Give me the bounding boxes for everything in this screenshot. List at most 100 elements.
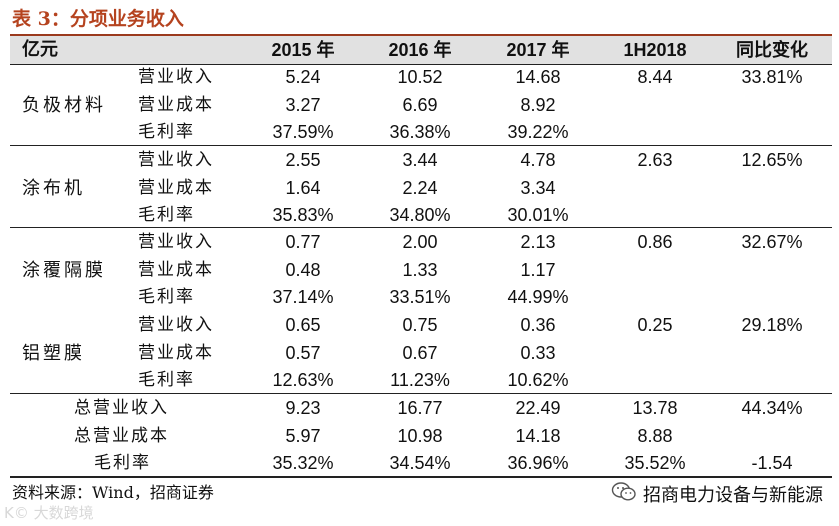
metric-label: 营业成本: [138, 94, 214, 115]
table-cell: [714, 257, 830, 284]
table-cell: 8.88: [637, 425, 673, 446]
table-cell: 33.51%: [389, 287, 451, 307]
table-cell: [600, 202, 710, 229]
table-cell: 37.59%: [272, 122, 334, 142]
table-cell: 22.49: [515, 398, 561, 418]
metric-label: 毛利率: [138, 370, 195, 390]
table-header-band: [10, 36, 832, 65]
table-cell: 36.38%: [389, 122, 451, 142]
table-cell: 0.48: [285, 259, 321, 280]
table-cell: 0.57: [285, 342, 321, 363]
wechat-icon: [611, 481, 637, 511]
table-cell: [600, 92, 710, 119]
table-cell: 12.63%: [272, 370, 334, 390]
table-bottom-rule: [10, 476, 832, 478]
table-cell: 3.34: [520, 177, 556, 198]
total-label: 总营业成本: [74, 425, 169, 446]
table-cell: [714, 284, 830, 311]
table-cell: 10.98: [397, 425, 443, 446]
table-cell: 39.22%: [507, 122, 569, 142]
table-cell: 8.92: [520, 94, 556, 115]
table-cell: 2.13: [520, 232, 556, 252]
table-cell: [600, 367, 710, 394]
group-divider: [10, 145, 832, 146]
table-cell: [600, 119, 710, 146]
metric-label: 毛利率: [138, 122, 195, 142]
table-cell: 35.83%: [272, 205, 334, 225]
brand-text: 招商电力设备与新能源: [643, 485, 823, 506]
metric-label: 营业收入: [138, 232, 214, 252]
table-cell: 0.33: [520, 342, 556, 363]
table-cell: 2.24: [402, 177, 438, 198]
watermark: K© 大数跨境: [4, 504, 94, 522]
table-cell: 1.64: [285, 177, 321, 198]
table-cell: 35.52%: [624, 453, 686, 473]
table-cell: 0.77: [285, 232, 321, 252]
source-note: 资料来源：Wind，招商证券: [12, 483, 214, 502]
table-cell: 33.81%: [741, 67, 803, 87]
table-cell: 35.32%: [272, 453, 334, 473]
table-cell: [714, 367, 830, 394]
table-cell: 13.78: [632, 398, 678, 418]
table-cell: [600, 175, 710, 202]
table-cell: [714, 340, 830, 367]
metric-label: 毛利率: [138, 205, 195, 225]
header-2017: 2017 年: [506, 40, 570, 60]
table-title: 表 3：分项业务收入: [12, 8, 184, 30]
table-cell: [714, 423, 830, 450]
header-2016: 2016 年: [388, 40, 452, 60]
table-cell: 34.54%: [389, 453, 451, 473]
group-divider: [10, 227, 832, 228]
total-label: 毛利率: [94, 453, 151, 473]
group-name: 铝塑膜: [22, 342, 85, 364]
table-cell: 2.00: [402, 232, 438, 252]
table-cell: 12.65%: [741, 150, 803, 170]
table-cell: 10.62%: [507, 370, 569, 390]
group-name: 涂覆隔膜: [22, 259, 106, 281]
total-label: 总营业收入: [74, 398, 169, 418]
table-cell: 5.24: [285, 67, 321, 87]
table-cell: 0.86: [637, 232, 673, 252]
table-cell: [714, 92, 830, 119]
table-cell: 14.18: [515, 425, 561, 446]
header-unit: 亿元: [22, 39, 58, 60]
metric-label: 营业成本: [138, 177, 214, 198]
table-cell: [714, 202, 830, 229]
table-cell: 14.68: [515, 67, 561, 87]
table-cell: 11.23%: [390, 370, 450, 390]
table-cell: [714, 119, 830, 146]
group-name: 负极材料: [22, 94, 106, 116]
table-cell: 0.67: [402, 342, 438, 363]
table-cell: 44.34%: [741, 398, 803, 418]
table-cell: 0.36: [520, 315, 556, 335]
metric-label: 营业收入: [138, 150, 214, 170]
table-cell: 8.44: [637, 67, 673, 87]
header-1h2018: 1H2018: [623, 40, 687, 60]
table-cell: [714, 175, 830, 202]
table-cell: 32.67%: [741, 232, 803, 252]
table-cell: 0.65: [285, 315, 321, 335]
table-cell: 44.99%: [507, 287, 569, 307]
table-cell: -1.54: [751, 453, 793, 473]
table-cell: 4.78: [520, 150, 556, 170]
table-cell: 3.27: [285, 94, 321, 115]
group-divider: [10, 393, 832, 394]
table-cell: 36.96%: [507, 453, 569, 473]
table-cell: 3.44: [402, 150, 438, 170]
metric-label: 毛利率: [138, 287, 195, 307]
table-cell: [600, 340, 710, 367]
table-cell: [600, 284, 710, 311]
metric-label: 营业成本: [138, 259, 214, 280]
title-rule: [10, 34, 832, 36]
header-2015: 2015 年: [271, 40, 335, 60]
table-cell: 1.33: [402, 259, 438, 280]
table-cell: 2.63: [637, 150, 673, 170]
table-cell: 9.23: [285, 398, 321, 418]
header-yoy: 同比变化: [736, 40, 808, 60]
table-cell: 34.80%: [389, 205, 451, 225]
metric-label: 营业收入: [138, 67, 214, 87]
metric-label: 营业收入: [138, 315, 214, 335]
table-cell: 0.25: [637, 315, 673, 335]
table-cell: 37.14%: [272, 287, 334, 307]
table-cell: 0.75: [402, 315, 438, 335]
